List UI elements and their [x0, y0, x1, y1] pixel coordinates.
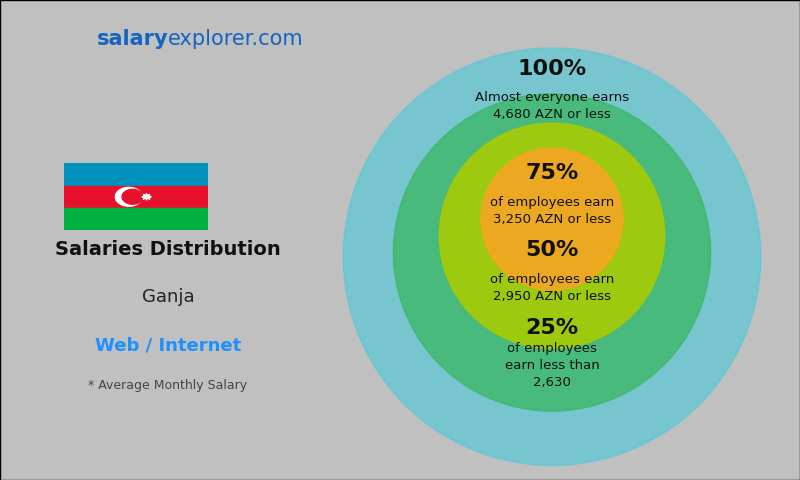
- Text: Almost everyone earns
4,680 AZN or less: Almost everyone earns 4,680 AZN or less: [475, 91, 629, 121]
- Bar: [64, 208, 208, 230]
- Text: Web / Internet: Web / Internet: [95, 336, 241, 354]
- Text: 75%: 75%: [526, 163, 578, 183]
- Text: salary: salary: [96, 29, 168, 49]
- Polygon shape: [115, 187, 142, 206]
- Text: Salaries Distribution: Salaries Distribution: [55, 240, 281, 259]
- Text: 25%: 25%: [526, 318, 578, 337]
- Text: 100%: 100%: [518, 59, 586, 79]
- Text: explorer.com: explorer.com: [168, 29, 304, 49]
- Circle shape: [343, 48, 761, 466]
- Text: Ganja: Ganja: [142, 288, 194, 306]
- Polygon shape: [142, 193, 151, 200]
- Circle shape: [394, 94, 710, 411]
- Text: of employees earn
3,250 AZN or less: of employees earn 3,250 AZN or less: [490, 196, 614, 226]
- Circle shape: [439, 123, 665, 348]
- Text: 50%: 50%: [526, 240, 578, 261]
- Polygon shape: [122, 190, 143, 204]
- Text: * Average Monthly Salary: * Average Monthly Salary: [89, 379, 247, 392]
- Bar: [64, 186, 208, 208]
- Text: of employees
earn less than
2,630: of employees earn less than 2,630: [505, 342, 599, 389]
- Circle shape: [481, 148, 623, 290]
- Text: of employees earn
2,950 AZN or less: of employees earn 2,950 AZN or less: [490, 273, 614, 303]
- Bar: [64, 163, 208, 186]
